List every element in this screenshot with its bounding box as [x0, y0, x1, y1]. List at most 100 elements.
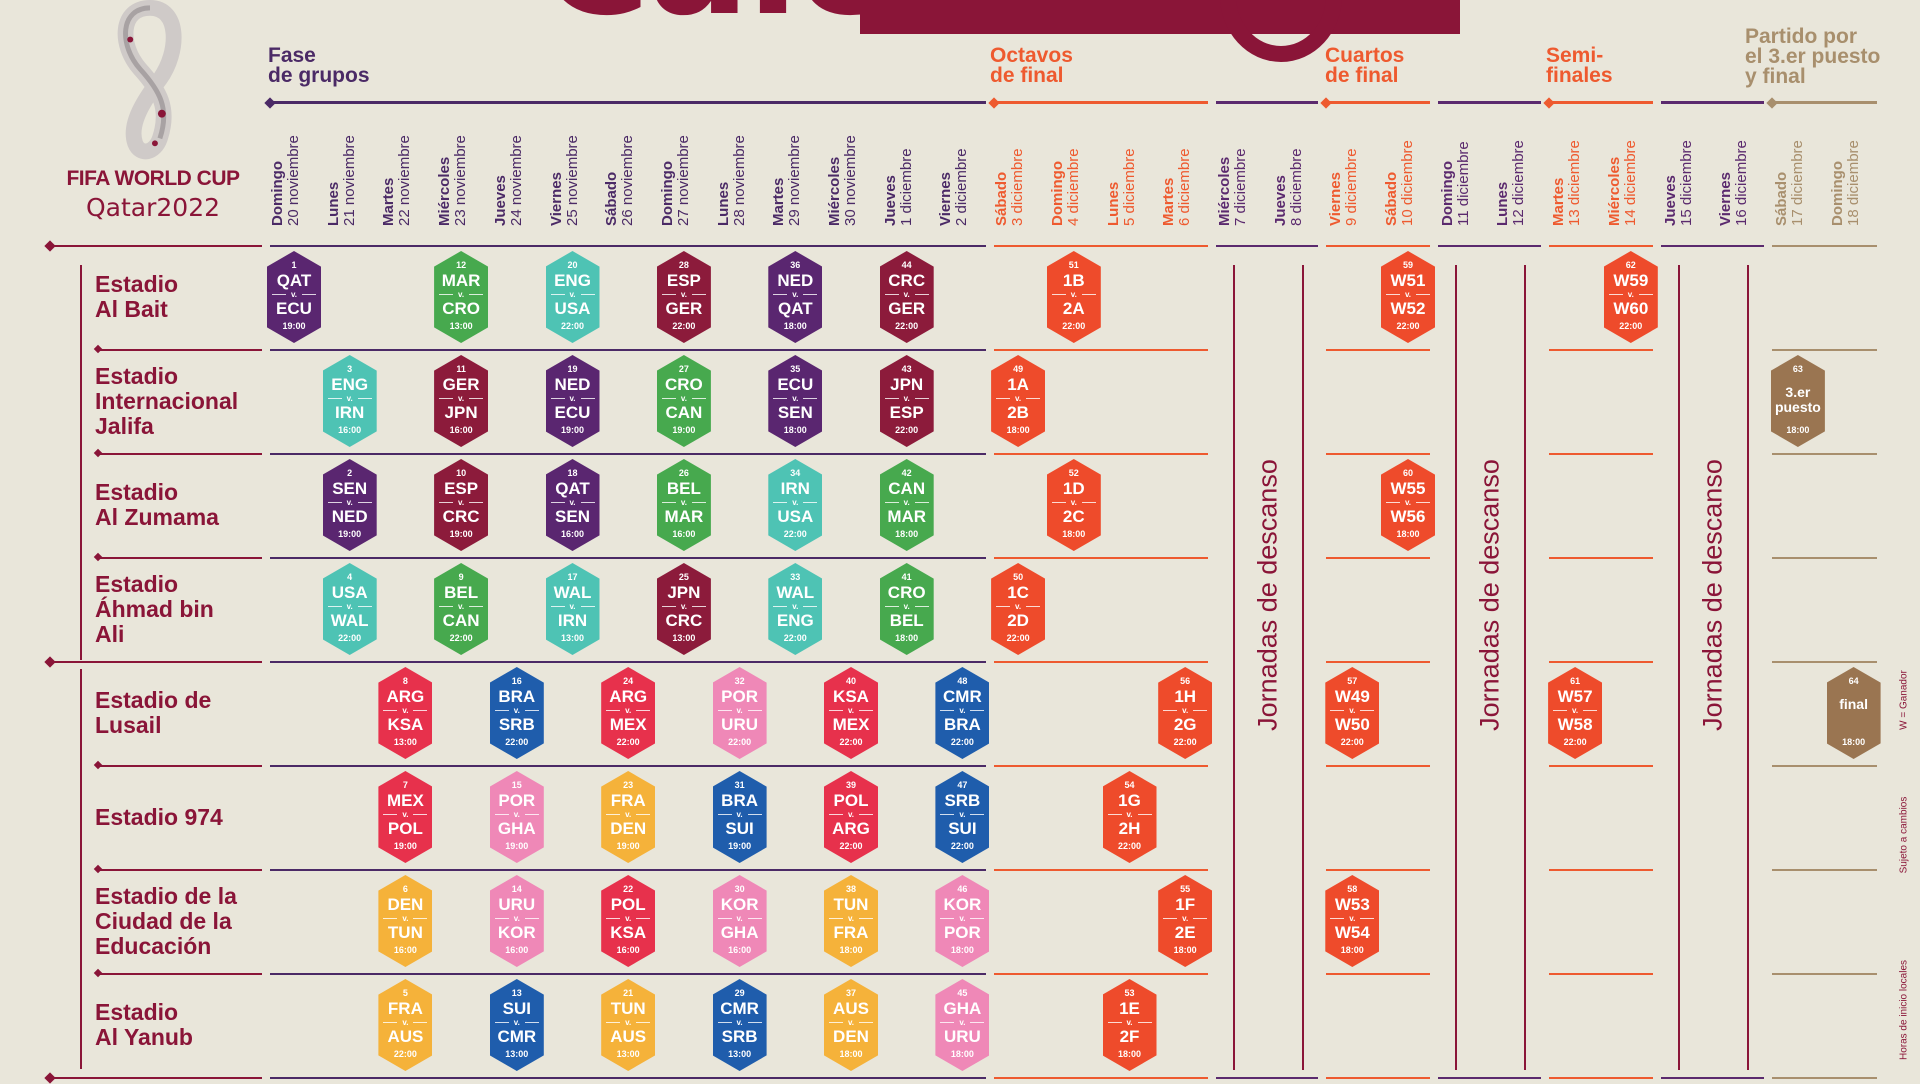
match-badge[interactable]: 41 CRO v. BEL 18:00	[879, 563, 934, 655]
match-badge[interactable]: 17 WAL v. IRN 13:00	[545, 563, 600, 655]
match-badge[interactable]: 37 AUS v. DEN 18:00	[824, 979, 878, 1071]
team-home: MAR	[441, 271, 481, 290]
match-badge[interactable]: 49 1A v. 2B 18:00	[991, 355, 1046, 447]
date-text: 28 noviembre	[730, 135, 748, 226]
versus-label: v.	[996, 394, 1041, 403]
match-badge[interactable]: 64 final 18:00	[1826, 667, 1881, 759]
match-badge[interactable]: 55 1F v. 2E 18:00	[1158, 875, 1213, 967]
stadium-name: Estadio Internacional Jalifa	[95, 362, 239, 439]
match-number: 17	[567, 572, 578, 582]
match-badge[interactable]: 44 CRC v. GER 22:00	[879, 251, 934, 343]
section-divider	[50, 661, 262, 663]
match-number: 24	[623, 676, 634, 686]
match-number: 10	[456, 468, 467, 478]
match-badge[interactable]: 10 ESP v. CRC 19:00	[434, 459, 489, 551]
match-badge[interactable]: 40 KSA v. MEX 22:00	[824, 667, 878, 759]
match-badge[interactable]: 47 SRB v. SUI 22:00	[935, 771, 990, 863]
match-badge[interactable]: 18 QAT v. SEN 16:00	[545, 459, 600, 551]
match-badge[interactable]: 48 CMR v. BRA 22:00	[935, 667, 990, 759]
match-label: 3.er puesto	[1774, 384, 1821, 415]
match-number: 21	[623, 988, 634, 998]
match-badge[interactable]: 21 TUN v. AUS 13:00	[601, 979, 656, 1071]
match-badge[interactable]: 56 1H v. 2G 22:00	[1158, 667, 1213, 759]
match-badge[interactable]: 28 ESP v. GER 22:00	[656, 251, 711, 343]
match-badge[interactable]: 42 CAN v. MAR 18:00	[879, 459, 934, 551]
match-badge[interactable]: 25 JPN v. CRC 13:00	[656, 563, 711, 655]
match-badge[interactable]: 7 MEX v. POL 19:00	[378, 771, 433, 863]
team-home: MEX	[386, 791, 424, 810]
match-badge[interactable]: 38 TUN v. FRA 18:00	[824, 875, 878, 967]
kickoff-time: 13:00	[449, 321, 473, 331]
match-badge[interactable]: 53 1E v. 2F 18:00	[1102, 979, 1157, 1071]
row-divider	[1549, 245, 1653, 247]
match-badge[interactable]: 31 BRA v. SUI 19:00	[712, 771, 767, 863]
match-badge[interactable]: 24 ARG v. MEX 22:00	[601, 667, 656, 759]
versus-label: v.	[773, 394, 818, 403]
match-badge[interactable]: 51 1B v. 2A 22:00	[1046, 251, 1101, 343]
match-badge[interactable]: 30 KOR v. GHA 16:00	[712, 875, 767, 967]
match-badge[interactable]: 9 BEL v. CAN 22:00	[434, 563, 489, 655]
date-header: Jueves 15 diciembre	[1662, 116, 1707, 226]
weekday-label: Miércoles	[1605, 156, 1623, 226]
team-home: JPN	[667, 583, 701, 602]
match-badge[interactable]: 52 1D v. 2C 18:00	[1046, 459, 1101, 551]
match-badge[interactable]: 16 BRA v. SRB 22:00	[489, 667, 544, 759]
match-badge[interactable]: 19 NED v. ECU 19:00	[545, 355, 600, 447]
match-badge[interactable]: 50 1C v. 2D 22:00	[991, 563, 1046, 655]
match-badge[interactable]: 34 IRN v. USA 22:00	[768, 459, 823, 551]
match-badge[interactable]: 29 CMR v. SRB 13:00	[712, 979, 767, 1071]
match-badge[interactable]: 4 USA v. WAL 22:00	[322, 563, 377, 655]
stadium-diamond	[93, 864, 103, 874]
match-badge[interactable]: 32 POR v. URU 22:00	[712, 667, 767, 759]
match-badge[interactable]: 2 SEN v. NED 19:00	[322, 459, 377, 551]
match-badge[interactable]: 27 CRO v. CAN 19:00	[656, 355, 711, 447]
match-badge[interactable]: 61 W57 v. W58 22:00	[1548, 667, 1603, 759]
match-badge[interactable]: 23 FRA v. DEN 19:00	[601, 771, 656, 863]
match-badge[interactable]: 33 WAL v. ENG 22:00	[768, 563, 823, 655]
match-badge[interactable]: 1 QAT v. ECU 19:00	[267, 251, 321, 343]
match-badge[interactable]: 6 DEN v. TUN 16:00	[378, 875, 433, 967]
team-away: SUI	[948, 819, 977, 838]
match-badge[interactable]: 15 POR v. GHA 19:00	[489, 771, 544, 863]
versus-label: v.	[494, 1018, 539, 1027]
match-badge[interactable]: 63 3.er puesto 18:00	[1770, 355, 1825, 447]
match-badge[interactable]: 60 W55 v. W56 18:00	[1381, 459, 1435, 551]
kickoff-time: 22:00	[783, 529, 807, 539]
versus-label: v.	[550, 498, 595, 507]
match-number: 19	[567, 364, 578, 374]
date-text: 20 noviembre	[285, 135, 302, 226]
row-divider	[994, 765, 1208, 767]
match-badge[interactable]: 13 SUI v. CMR 13:00	[489, 979, 544, 1071]
match-badge[interactable]: 12 MAR v. CRO 13:00	[434, 251, 489, 343]
date-label: Lunes 28 noviembre	[715, 106, 748, 226]
match-badge[interactable]: 57 W49 v. W50 22:00	[1325, 667, 1380, 759]
match-number: 14	[511, 884, 522, 894]
team-away: ESP	[889, 403, 924, 422]
match-number: 36	[790, 260, 801, 270]
match-badge[interactable]: 59 W51 v. W52 22:00	[1381, 251, 1435, 343]
stadium-diamond	[93, 552, 103, 562]
team-home: POL	[610, 895, 646, 914]
date-text: 13 diciembre	[1566, 140, 1584, 226]
match-badge[interactable]: 46 KOR v. POR 18:00	[935, 875, 990, 967]
match-badge[interactable]: 26 BEL v. MAR 16:00	[656, 459, 711, 551]
match-badge[interactable]: 35 ECU v. SEN 18:00	[768, 355, 823, 447]
match-badge[interactable]: 58 W53 v. W54 18:00	[1325, 875, 1380, 967]
weekday-label: Jueves	[491, 175, 509, 226]
team-away: BEL	[889, 611, 924, 630]
match-badge[interactable]: 45 GHA v. URU 18:00	[935, 979, 990, 1071]
match-badge[interactable]: 8 ARG v. KSA 13:00	[378, 667, 433, 759]
match-badge[interactable]: 14 URU v. KOR 16:00	[489, 875, 544, 967]
match-badge[interactable]: 36 NED v. QAT 18:00	[768, 251, 823, 343]
match-badge[interactable]: 3 ENG v. IRN 16:00	[322, 355, 377, 447]
match-badge[interactable]: 54 1G v. 2H 22:00	[1102, 771, 1157, 863]
match-badge[interactable]: 62 W59 v. W60 22:00	[1603, 251, 1658, 343]
kickoff-time: 16:00	[449, 425, 473, 435]
match-badge[interactable]: 11 GER v. JPN 16:00	[434, 355, 489, 447]
match-badge[interactable]: 39 POL v. ARG 22:00	[824, 771, 878, 863]
match-badge[interactable]: 5 FRA v. AUS 22:00	[378, 979, 433, 1071]
versus-label: v.	[1163, 706, 1208, 715]
match-badge[interactable]: 43 JPN v. ESP 22:00	[879, 355, 934, 447]
match-badge[interactable]: 20 ENG v. USA 22:00	[545, 251, 600, 343]
match-badge[interactable]: 22 POL v. KSA 16:00	[601, 875, 656, 967]
